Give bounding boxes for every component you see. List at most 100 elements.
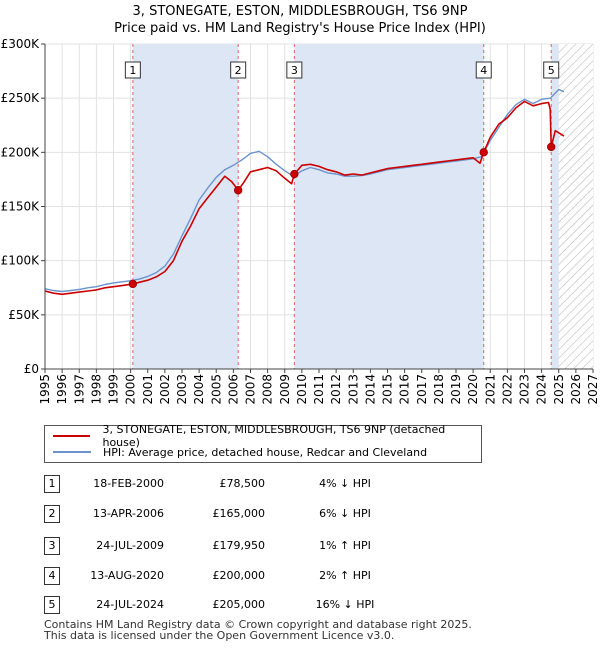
sale-number-label: 4 — [480, 64, 487, 77]
sale-hpi-diff: 4% ↓ HPI — [319, 477, 371, 490]
legend-item-hpi: HPI: Average price, detached house, Redc… — [53, 444, 427, 460]
x-tick-label: 2021 — [483, 374, 497, 405]
y-tick-label: £250K — [1, 91, 41, 105]
legend-swatch-hpi — [53, 451, 91, 453]
footer-line-2: This data is licensed under the Open Gov… — [44, 629, 395, 642]
title-line-1: 3, STONEGATE, ESTON, MIDDLESBROUGH, TS6 … — [132, 4, 468, 19]
x-tick-label: 2002 — [158, 374, 172, 405]
sale-number-badge: 1 — [44, 475, 60, 493]
sale-point — [547, 142, 556, 152]
x-tick-label: 2014 — [363, 374, 377, 405]
shaded-ranges — [132, 44, 559, 369]
sale-price: £200,000 — [212, 569, 266, 582]
x-tick-label: 2023 — [518, 374, 532, 405]
sale-number-box — [475, 61, 492, 79]
forecast-hatch — [558, 44, 593, 369]
x-tick-label: 2012 — [329, 374, 343, 405]
x-tick-label: 2016 — [398, 374, 412, 405]
property-price-line — [44, 100, 565, 296]
sale-date: 24-JUL-2009 — [96, 539, 164, 552]
x-tick-label: 1996 — [55, 374, 69, 405]
x-tick-label: 2025 — [552, 374, 566, 405]
x-tick-label: 1999 — [107, 374, 121, 405]
x-tick-label: 2008 — [261, 374, 275, 405]
x-tick-label: 2019 — [449, 374, 463, 405]
x-tick-label: 2015 — [381, 374, 395, 405]
sale-number-label: 3 — [291, 64, 298, 77]
x-tick-label: 2011 — [312, 374, 326, 405]
sale-date: 13-APR-2006 — [92, 507, 164, 520]
legend-label-hpi: HPI: Average price, detached house, Redc… — [103, 445, 428, 459]
sale-number-box — [286, 61, 303, 79]
x-tick-label: 2026 — [569, 374, 583, 405]
x-tick-label: 2001 — [141, 374, 155, 405]
sale-price: £179,950 — [212, 539, 266, 552]
sale-row: 2 13-APR-2006 £165,000 6% ↓ HPI — [0, 505, 600, 525]
x-tick-label: 2017 — [415, 374, 429, 405]
sale-row: 5 24-JUL-2024 £205,000 16% ↓ HPI — [0, 596, 600, 616]
sale-date: 13-AUG-2020 — [90, 569, 164, 582]
legend-item-property: 3, STONEGATE, ESTON, MIDDLESBROUGH, TS6 … — [53, 423, 481, 449]
x-tick-label: 2027 — [586, 374, 600, 405]
shaded-range — [551, 44, 559, 369]
sale-number-badge: 3 — [44, 537, 60, 555]
x-tick-label: 2009 — [278, 374, 292, 405]
forecast-region — [558, 44, 593, 369]
sale-number-badge: 5 — [44, 596, 60, 614]
sale-hpi-diff: 6% ↓ HPI — [319, 507, 371, 520]
sale-number-label: 2 — [235, 64, 242, 77]
sale-point — [233, 186, 243, 195]
y-tick-label: £0 — [24, 362, 39, 376]
sale-number-label: 1 — [129, 64, 136, 77]
x-tick-label: 2018 — [432, 374, 446, 405]
x-tick-label: 2000 — [124, 374, 138, 405]
sale-date: 18-FEB-2000 — [93, 477, 164, 490]
sale-point — [128, 279, 138, 289]
footer-attribution: Contains HM Land Registry data © Crown c… — [44, 619, 472, 641]
x-tick-label: 2004 — [192, 374, 206, 405]
sale-price: £205,000 — [212, 598, 266, 611]
x-tick-label: 2024 — [535, 374, 549, 405]
legend-label-property: 3, STONEGATE, ESTON, MIDDLESBROUGH, TS6 … — [102, 423, 446, 449]
x-tick-label: 2007 — [244, 374, 258, 405]
x-tick-label: 1995 — [38, 374, 52, 405]
x-tick-label: 1997 — [72, 374, 86, 405]
sale-number-label: 5 — [548, 64, 555, 77]
sale-price: £78,500 — [219, 477, 266, 490]
x-tick-label: 2005 — [209, 374, 223, 405]
x-tick-label: 2003 — [175, 374, 189, 405]
sale-row: 1 18-FEB-2000 £78,500 4% ↓ HPI — [0, 475, 600, 495]
y-tick-label: £100K — [1, 254, 41, 268]
sale-number-badge: 2 — [44, 505, 60, 523]
sale-number-badge: 4 — [44, 567, 60, 585]
y-tick-label: £200K — [1, 145, 41, 159]
chart-title: 3, STONEGATE, ESTON, MIDDLESBROUGH, TS6 … — [0, 3, 600, 37]
y-tick-label: £50K — [8, 308, 40, 322]
footer-line-1: Contains HM Land Registry data © Crown c… — [44, 618, 472, 631]
sale-point — [479, 148, 488, 157]
y-tick-label: £300K — [1, 37, 41, 51]
title-line-2: Price paid vs. HM Land Registry's House … — [114, 21, 486, 36]
x-tick-label: 2020 — [466, 374, 480, 405]
sale-price: £165,000 — [212, 507, 266, 520]
sale-number-box — [124, 61, 141, 79]
x-tick-label: 2022 — [500, 374, 514, 405]
x-tick-label: 2010 — [295, 374, 309, 405]
sale-number-boxes: 1 2 3 4 5 — [124, 61, 560, 79]
sale-hpi-diff: 1% ↑ HPI — [319, 539, 371, 552]
legend-swatch-property — [53, 435, 91, 437]
x-tick-label: 2006 — [226, 374, 240, 405]
sale-row: 3 24-JUL-2009 £179,950 1% ↑ HPI — [0, 537, 600, 557]
price-chart: 1 2 3 4 5 £0 £50K £100K £150K £200K £250K £300K 199… — [1, 37, 600, 405]
sale-hpi-diff: 16% ↓ HPI — [315, 598, 375, 611]
sale-date: 24-JUL-2024 — [96, 598, 164, 611]
x-tick-label: 1998 — [89, 374, 103, 405]
sale-points — [128, 142, 556, 289]
sale-number-box — [543, 61, 560, 79]
y-tick-label: £150K — [1, 200, 41, 214]
sale-point — [290, 169, 299, 179]
x-tick-label: 2013 — [346, 374, 360, 405]
legend: 3, STONEGATE, ESTON, MIDDLESBROUGH, TS6 … — [44, 423, 482, 463]
shaded-range — [132, 44, 239, 369]
